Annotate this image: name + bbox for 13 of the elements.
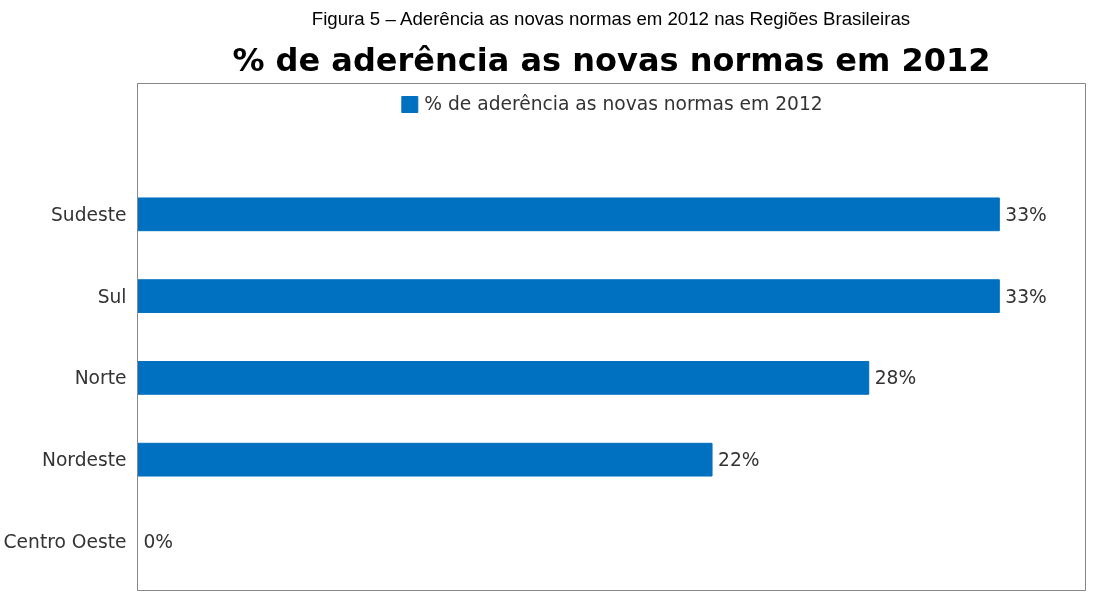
data-label: 28% bbox=[874, 367, 917, 389]
legend-label: % de aderência as novas normas em 2012 bbox=[424, 93, 823, 114]
y-tick-label: Sudeste bbox=[51, 203, 127, 225]
y-tick-label: Sul bbox=[97, 285, 127, 307]
chart-title: % de aderência as novas normas em 2012 bbox=[232, 40, 991, 79]
y-tick-label: Centro Oeste bbox=[3, 530, 127, 552]
data-label: 22% bbox=[718, 449, 760, 471]
y-tick-label: Nordeste bbox=[41, 449, 127, 471]
data-label: 33% bbox=[1005, 203, 1047, 225]
text: Figura 5 – Aderência as novas normas em 2012 nas Regiões Brasileiras bbox=[311, 7, 911, 29]
y-tick-label: Norte bbox=[74, 367, 127, 389]
data-label: 0% bbox=[143, 530, 174, 552]
data-label: 33% bbox=[1005, 285, 1047, 307]
